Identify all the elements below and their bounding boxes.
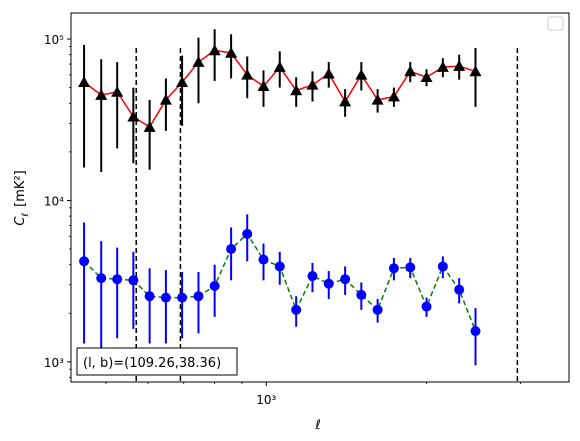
data-point <box>192 56 205 67</box>
data-point <box>454 284 465 295</box>
data-point <box>258 254 269 265</box>
annotation-text: (l, b)=(109.26,38.36) <box>83 356 221 371</box>
legend-box <box>547 16 564 31</box>
data-point <box>95 89 108 100</box>
data-point <box>128 275 139 286</box>
axes-frame <box>70 12 570 383</box>
data-point <box>436 61 449 72</box>
y-axis-label: Cℓ [mK²] <box>13 170 31 225</box>
series-1 <box>78 29 482 173</box>
data-point <box>193 291 204 302</box>
data-point <box>160 292 171 303</box>
data-point <box>420 71 433 83</box>
x-axis-label: ℓ <box>314 418 320 433</box>
data-point <box>356 289 367 300</box>
annotation-box: (l, b)=(109.26,38.36) <box>76 347 238 376</box>
data-point <box>387 90 400 102</box>
data-point <box>355 68 368 80</box>
y-tick-label: 10⁵ <box>44 33 64 47</box>
data-point <box>307 271 318 282</box>
data-point <box>470 326 481 337</box>
data-point <box>290 84 303 96</box>
data-point <box>208 44 221 56</box>
annotation-frame <box>76 347 238 376</box>
data-point <box>437 261 448 272</box>
data-point <box>159 93 172 105</box>
data-point <box>127 110 140 122</box>
data-point <box>372 304 383 315</box>
data-point <box>96 273 107 284</box>
data-point <box>176 76 189 88</box>
data-point <box>78 76 91 88</box>
data-point <box>273 61 286 72</box>
data-point <box>241 68 254 80</box>
data-point <box>421 301 432 312</box>
plot-area <box>78 29 519 382</box>
data-point <box>144 291 155 302</box>
data-point <box>291 304 302 315</box>
data-point <box>388 263 399 274</box>
data-point <box>225 46 238 58</box>
y-axis-label-sub: ℓ <box>21 213 31 218</box>
y-tick-label: 10³ <box>44 356 64 370</box>
data-point <box>453 60 466 71</box>
data-point <box>469 65 482 77</box>
data-point <box>340 274 351 285</box>
y-tick-label: 10⁴ <box>44 194 64 208</box>
data-point <box>112 274 123 285</box>
data-point <box>322 67 335 79</box>
data-point <box>405 262 416 273</box>
data-point <box>306 78 319 90</box>
y-axis-label-unit: [mK²] <box>13 170 28 207</box>
data-point <box>257 80 270 92</box>
x-tick-label: 10³ <box>256 393 276 407</box>
data-point <box>79 256 90 267</box>
data-point <box>274 261 285 272</box>
y-axis-label-main: C <box>13 216 28 226</box>
svg-text:Cℓ[mK²]: Cℓ [mK²] <box>13 170 31 225</box>
data-point <box>323 278 334 289</box>
series-2 <box>79 214 481 366</box>
axis-ticks: 10³ 10⁴ 10⁵ 10³ <box>44 33 521 407</box>
data-point <box>242 228 253 239</box>
data-point <box>143 121 156 132</box>
data-point <box>339 95 352 107</box>
data-point <box>177 292 188 303</box>
data-point <box>111 85 124 97</box>
data-point <box>226 244 237 255</box>
data-point <box>209 281 220 292</box>
data-point <box>404 65 417 77</box>
data-point <box>371 93 384 105</box>
